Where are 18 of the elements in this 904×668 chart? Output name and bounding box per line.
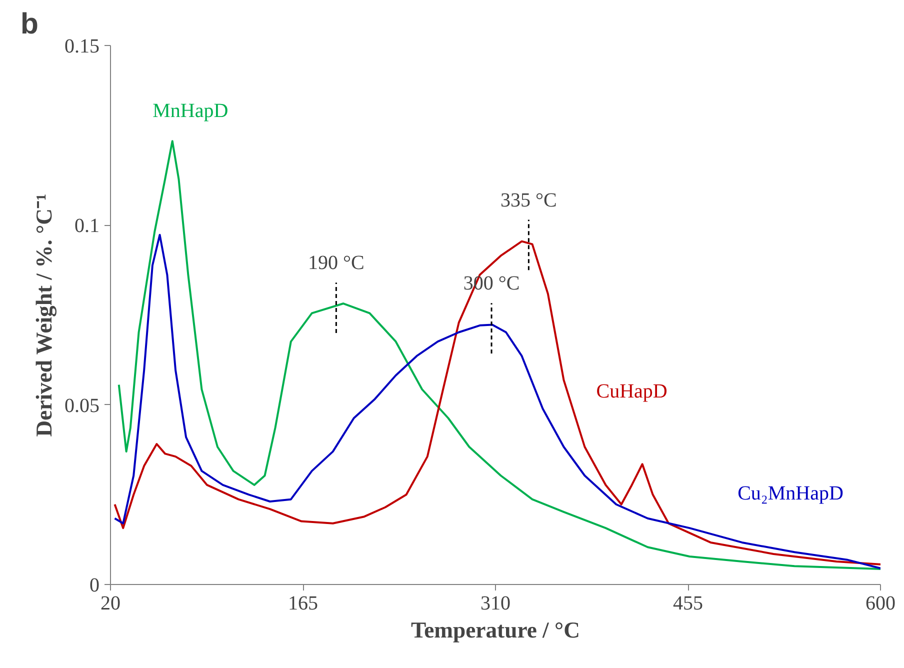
x-tick-label: 455 [673,592,703,614]
y-tick-label: 0.05 [64,394,100,417]
text: b [20,8,38,40]
line-series [118,140,880,570]
x-tick-label: 600 [866,592,896,614]
x-axis-title: Temperature / °C [411,618,580,642]
y-tick-label: 0.15 [64,36,100,58]
series-label: Cu₂MnHapD [738,482,844,504]
x-tick-label: 310 [480,592,510,614]
y-tick-label: 0.1 [74,215,100,238]
annotation: 335 °C [500,189,557,212]
y-axis-title: Derived Weight / %. °C⁻¹ [32,194,56,437]
y-tick-label: 0 [90,574,100,596]
series-label: CuHapD [596,380,668,402]
x-tick-label: 165 [288,592,318,614]
annotation: 190 °C [308,252,364,274]
series-label: MnHapD [152,100,228,122]
x-tick-label: 20 [100,592,120,614]
